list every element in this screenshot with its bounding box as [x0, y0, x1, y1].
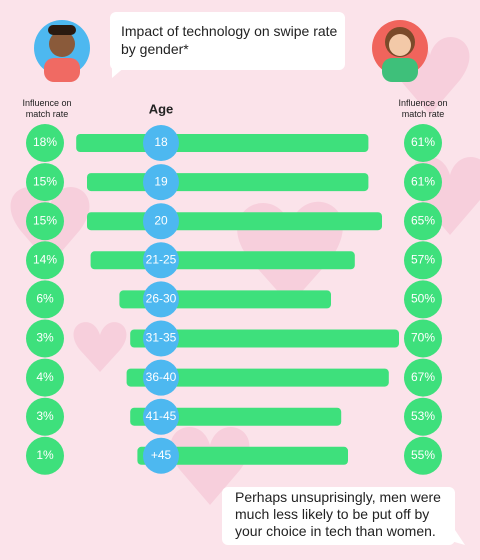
- category-label: 41-45: [146, 409, 177, 423]
- footnote: Perhaps unsuprisingly, men were much less…: [235, 489, 441, 539]
- value-circle: [404, 358, 442, 397]
- category-circle: [143, 125, 179, 161]
- value-circle: [26, 397, 64, 436]
- right-value-label: 65%: [411, 213, 435, 227]
- right-value-label: 70%: [411, 331, 435, 345]
- category-circle: [143, 203, 179, 240]
- value-circle: [26, 358, 64, 397]
- right-axis-label: Influence on match rate: [398, 98, 447, 119]
- left-axis-label: Influence on match rate: [22, 98, 71, 119]
- right-value-label: 67%: [411, 370, 435, 384]
- chart-title: Impact of technology on swipe rate by gen…: [121, 23, 338, 57]
- bar-right: [161, 173, 369, 192]
- category-label: 26-30: [146, 292, 177, 306]
- category-label: 20: [154, 213, 168, 227]
- left-value-label: 3%: [36, 331, 54, 345]
- category-circle: [143, 359, 179, 396]
- value-circle: [26, 202, 64, 241]
- value-circle: [404, 124, 442, 162]
- category-label: 31-35: [146, 331, 177, 345]
- bar-left: [76, 134, 161, 152]
- category-label: +45: [151, 448, 172, 462]
- value-circle: [404, 319, 442, 358]
- bar-left: [90, 251, 161, 270]
- value-circle: [404, 436, 442, 475]
- category-circle: [143, 320, 179, 357]
- category-label: Age: [149, 101, 174, 116]
- right-value-label: 53%: [411, 409, 435, 423]
- bar-right: [161, 251, 355, 270]
- bar-left: [87, 173, 161, 192]
- left-value-label: 1%: [36, 448, 54, 462]
- category-label: 36-40: [146, 370, 177, 384]
- right-value-label: 61%: [411, 135, 435, 149]
- value-circle: [404, 202, 442, 241]
- footnote-bubble: [222, 487, 465, 545]
- right-value-label: 50%: [411, 292, 435, 306]
- left-value-label: 4%: [36, 370, 54, 384]
- left-value-label: 6%: [36, 292, 54, 306]
- left-value-label: 14%: [33, 252, 57, 266]
- bar-right: [161, 329, 399, 348]
- category-circle: [143, 164, 179, 201]
- category-circle: [143, 281, 179, 318]
- value-circle: [404, 397, 442, 436]
- avatar-men: [34, 20, 90, 82]
- bar-right: [161, 368, 389, 387]
- value-circle: [26, 241, 64, 280]
- bar-right: [161, 212, 382, 231]
- category-label: 18: [154, 135, 168, 149]
- value-circle: [404, 280, 442, 319]
- value-circle: [26, 163, 64, 202]
- title-bubble: [110, 12, 345, 78]
- category-circle: [143, 398, 179, 435]
- value-circle: [26, 319, 64, 358]
- left-value-label: 15%: [33, 213, 57, 227]
- bar-right: [161, 407, 342, 426]
- value-circle: [26, 280, 64, 319]
- avatar-women: [372, 20, 428, 82]
- category-label: 19: [154, 174, 168, 188]
- value-circle: [404, 163, 442, 202]
- bar-right: [161, 446, 348, 465]
- value-circle: [404, 241, 442, 280]
- left-value-label: 15%: [33, 174, 57, 188]
- right-value-label: 57%: [411, 252, 435, 266]
- left-value-label: 18%: [33, 135, 57, 149]
- category-label: 21-25: [146, 252, 177, 266]
- bar-right: [161, 134, 369, 152]
- bar-right: [161, 290, 331, 309]
- bar-left: [87, 212, 161, 231]
- right-value-label: 55%: [411, 448, 435, 462]
- value-circle: [26, 124, 64, 162]
- left-value-label: 3%: [36, 409, 54, 423]
- right-value-label: 61%: [411, 174, 435, 188]
- value-circle: [26, 436, 64, 475]
- category-circle: [143, 437, 179, 474]
- category-circle: [143, 242, 179, 279]
